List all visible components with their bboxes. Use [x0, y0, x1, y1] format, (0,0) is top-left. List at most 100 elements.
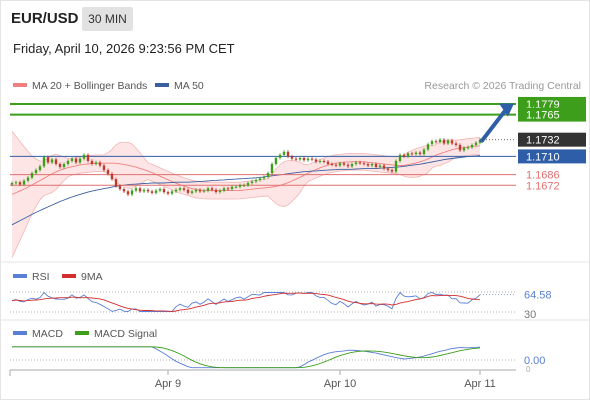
candle-body: [74, 158, 78, 163]
candle-body: [366, 164, 370, 166]
timeframe-badge[interactable]: 30 MIN: [82, 7, 133, 31]
candle-body: [270, 164, 274, 174]
candle-body: [282, 151, 286, 155]
candle-body: [438, 139, 442, 142]
candle-body: [198, 189, 202, 192]
candle-body: [454, 143, 458, 145]
candle-body: [370, 164, 374, 166]
level-label-text: 1.1710: [526, 151, 560, 163]
candle-body: [94, 162, 98, 164]
candle-body: [182, 188, 186, 190]
support-level-label: 1.1672: [526, 180, 560, 192]
rsi-swatch: [13, 274, 27, 279]
candle-body: [442, 139, 446, 144]
candle-body: [226, 188, 230, 190]
candle-body: [242, 185, 246, 187]
candle-body: [70, 158, 74, 161]
candle-body: [314, 159, 318, 162]
candle-body: [174, 189, 178, 192]
rsi-last-value: 64.58: [524, 290, 552, 302]
rsi-line: [11, 291, 481, 312]
macd-tick-label: 0: [526, 365, 531, 374]
candle-body: [422, 149, 426, 155]
candle-body: [58, 164, 62, 168]
candle-body: [334, 164, 338, 166]
candle-body: [446, 140, 450, 144]
candle-body: [382, 165, 386, 169]
candle-body: [190, 191, 194, 193]
candle-body: [410, 153, 414, 155]
candle-body: [466, 147, 470, 149]
x-axis-tick-label: Apr 9: [155, 378, 181, 390]
candle-body: [222, 188, 226, 191]
candle-body: [394, 160, 398, 172]
candle-body: [82, 154, 86, 159]
candle-body: [254, 179, 258, 182]
candle-body: [106, 170, 110, 174]
candle-body: [346, 164, 350, 167]
candle-body: [330, 164, 334, 165]
candle-body: [126, 191, 130, 195]
legend-ma50: MA 50: [155, 80, 204, 92]
level-label-text: 1.1765: [526, 110, 560, 122]
candle-body: [294, 158, 298, 160]
rsi-tick-label: 30: [524, 309, 536, 321]
candle-body: [178, 188, 182, 190]
ma50-swatch: [155, 83, 169, 88]
candle-body: [458, 145, 462, 151]
candle-body: [166, 192, 170, 194]
macd-last-value: 0.00: [524, 355, 545, 367]
candle-body: [30, 173, 34, 178]
candle-body: [286, 151, 290, 157]
candle-body: [378, 165, 382, 168]
candle-body: [342, 163, 346, 165]
candle-body: [434, 141, 438, 143]
candle-body: [354, 162, 358, 164]
candle-body: [86, 154, 90, 161]
level-label-box: [518, 96, 586, 111]
legend-rsi-ma: 9MA: [62, 271, 103, 283]
candle-body: [118, 186, 122, 190]
candle-body: [302, 157, 306, 161]
candle-body: [170, 191, 174, 194]
candle-body: [210, 188, 214, 190]
candle-body: [18, 182, 22, 185]
candle-body: [326, 161, 330, 164]
candle-body: [186, 189, 190, 193]
candle-body: [386, 168, 390, 171]
candle-body: [290, 156, 294, 159]
candle-body: [42, 157, 46, 167]
x-axis-tick-label: Apr 11: [464, 378, 496, 390]
candle-body: [338, 163, 342, 166]
macd-signal-swatch: [75, 331, 89, 336]
candle-body: [278, 154, 282, 158]
forecast-arrow-head: [499, 103, 514, 117]
candle-body: [158, 189, 162, 191]
candle-body: [262, 176, 266, 179]
candle-body: [218, 190, 222, 193]
candle-body: [250, 181, 254, 183]
rsi-ma-line: [11, 292, 481, 312]
symbol-title: EUR/USD: [11, 10, 79, 27]
level-label-box: [518, 149, 586, 164]
candle-body: [54, 159, 58, 164]
candle-body: [98, 162, 102, 166]
legend-bollinger: MA 20 + Bollinger Bands: [13, 80, 147, 92]
macd-line: [12, 346, 481, 369]
candle-body: [358, 162, 362, 164]
candle-body: [10, 183, 14, 185]
candle-body: [402, 154, 406, 157]
candle-body: [102, 165, 106, 171]
candle-body: [238, 185, 242, 187]
candle-body: [122, 189, 126, 192]
candle-body: [390, 170, 394, 172]
candle-body: [202, 190, 206, 192]
legend-bollinger-label: MA 20 + Bollinger Bands: [32, 80, 148, 92]
candle-body: [26, 177, 30, 181]
candle-body: [154, 190, 158, 193]
candle-body: [66, 160, 70, 164]
candle-body: [34, 170, 38, 174]
candle-body: [78, 158, 82, 163]
candle-body: [46, 157, 50, 163]
